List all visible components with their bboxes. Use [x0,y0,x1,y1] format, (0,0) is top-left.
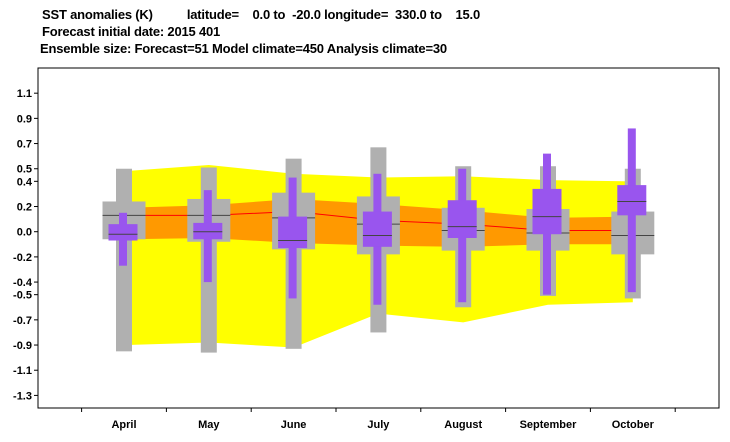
plot-frame [37,67,720,409]
axes: 1.1 0.9 0.7 0.50.4 0.2 0.0 -0.2 -0.4-0.5 -0.7 -0.… [13,67,720,431]
chart-header: SST anomalies (K) latitude= 0.0 to -20.0… [0,0,730,62]
y-tick-label: -1.1 [13,365,32,377]
forecast-box [447,200,477,238]
x-tick-label-october: October [612,419,655,431]
forecast-august [447,168,477,303]
title-line-3: Ensemble size: Forecast=51 Model climate… [40,41,447,56]
y-tick-label: 0.9 [17,113,32,125]
forecast-box [617,185,647,216]
x-tick-label-july: July [367,419,390,431]
y-tick-label: 0.0 [17,227,32,239]
y-tick-label: -0.4 [13,277,33,289]
y-tick-label: 0.5 [17,164,32,176]
y-tick-label: -0.7 [13,315,32,327]
forecast-may [193,190,223,283]
x-tick-label-april: April [111,419,136,431]
forecast-box [108,224,138,241]
x-tick-label-may: May [198,419,220,431]
x-tick-label-september: September [520,419,578,431]
forecast-box [278,216,308,249]
y-tick-label: 0.2 [17,202,32,214]
y-tick-label: -1.3 [13,390,32,402]
forecast-june [278,177,308,299]
forecast-september [532,153,562,295]
y-tick-label: -0.2 [13,252,32,264]
y-tick-label: 0.4 [17,176,33,188]
forecast-box [193,222,223,240]
y-tick-label: -0.5 [13,290,32,302]
forecast-boxes [108,128,647,305]
forecast-october [617,128,647,293]
forecast-box [362,211,392,247]
y-tick-label: 0.7 [17,139,32,151]
x-tick-label-june: June [281,419,307,431]
x-tick-label-august: August [444,419,482,431]
title-line-2: Forecast initial date: 2015 401 [42,24,221,39]
title-line-1: SST anomalies (K) latitude= 0.0 to -20.0… [42,7,481,22]
y-tick-label: -0.9 [13,340,32,352]
y-tick-label: 1.1 [17,88,32,100]
forecast-box [532,188,562,235]
forecast-july [362,173,392,305]
forecast-april [108,212,138,266]
